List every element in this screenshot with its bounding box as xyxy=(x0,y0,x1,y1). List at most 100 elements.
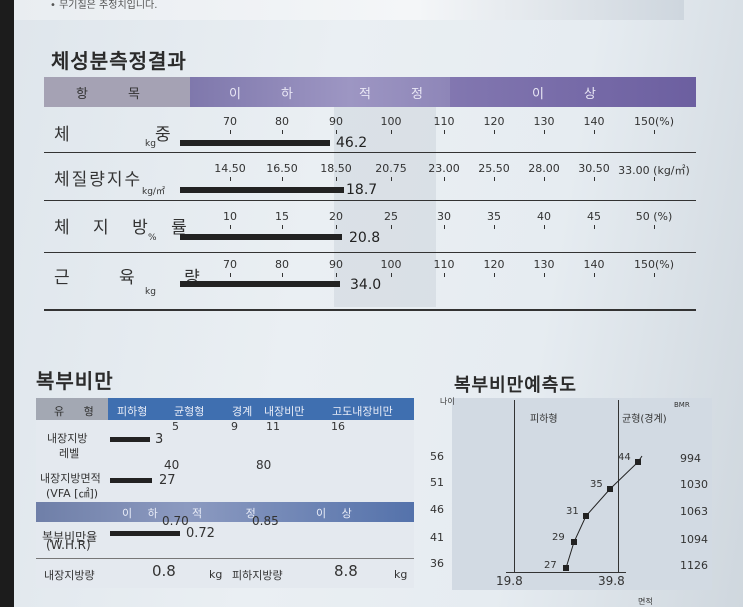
tick-label: 23.00 xyxy=(428,162,460,175)
tick-mark xyxy=(494,273,495,277)
level-tick-11: 11 xyxy=(266,420,280,433)
paper-sheet: • 무기질은 추정치입니다. 체성분측정결과 항 목 이 하 적 정 이 상 체… xyxy=(14,0,743,607)
band-low: 이 하 xyxy=(122,507,164,520)
tick-label: 120 xyxy=(483,115,505,128)
tick-mark xyxy=(282,273,283,277)
tick-label: 50 (%) xyxy=(635,210,673,223)
tick-mark xyxy=(594,177,595,181)
prediction-point xyxy=(583,513,589,519)
prediction-age-tick: 56 xyxy=(430,450,444,463)
tick-label: 140 xyxy=(583,258,605,271)
normal-zone-shade xyxy=(334,107,436,307)
prediction-x-right: 39.8 xyxy=(598,574,625,588)
prediction-right-line xyxy=(618,400,619,572)
tick-label: 100 xyxy=(380,258,402,271)
tick-mark xyxy=(494,225,495,229)
tick-mark xyxy=(544,273,545,277)
bar-bmi xyxy=(180,187,344,193)
whr-tick-070: 0.70 xyxy=(162,514,189,528)
abdominal-header-type-cell xyxy=(36,398,108,420)
abdominal-header-c3: 경계 xyxy=(232,405,253,418)
vfa-label-1: 내장지방면적 xyxy=(40,472,101,485)
row-unit-weight: kg xyxy=(145,139,156,149)
row-divider xyxy=(44,152,696,153)
tick-mark xyxy=(594,130,595,134)
tick-label: 140 xyxy=(583,115,605,128)
tick-label: 70 xyxy=(223,258,237,271)
section-title-abdominal: 복부비만 xyxy=(36,369,114,393)
value-vfa: 27 xyxy=(159,473,176,488)
prediction-point-label: 27 xyxy=(544,560,557,571)
prediction-x-label: 면적 xyxy=(638,597,653,606)
tick-label: 80 xyxy=(275,115,289,128)
body-comp-header: 항 목 이 하 적 정 이 상 xyxy=(44,77,696,107)
tick-mark xyxy=(336,130,337,134)
tick-mark xyxy=(444,130,445,134)
tick-mark xyxy=(544,225,545,229)
abdominal-header-c4: 내장비만 xyxy=(264,405,305,418)
tick-label: 10 xyxy=(223,210,237,223)
prediction-point-label: 44 xyxy=(618,452,631,463)
tick-mark xyxy=(391,130,392,134)
row-divider xyxy=(44,252,696,253)
prediction-age-tick: 51 xyxy=(430,476,444,489)
section-title-prediction: 복부비만예측도 xyxy=(454,375,577,396)
tick-label: 40 xyxy=(537,210,551,223)
tick-label: 14.50 xyxy=(214,162,246,175)
tick-mark xyxy=(444,273,445,277)
tick-mark xyxy=(544,177,545,181)
tick-label: 70 xyxy=(223,115,237,128)
row-label-weight: 체 중 xyxy=(54,125,211,145)
prediction-age-label: 나이 xyxy=(440,397,455,406)
vfa-tick-80: 80 xyxy=(256,458,272,472)
tick-mark xyxy=(444,177,445,181)
tick-label: 100 xyxy=(380,115,402,128)
tick-mark xyxy=(391,273,392,277)
row-divider xyxy=(44,200,696,201)
value-body-fat: 20.8 xyxy=(349,230,381,246)
prediction-point xyxy=(563,565,569,571)
header-low: 이 하 xyxy=(190,77,350,107)
whr-label-1: 복부비만율 xyxy=(42,530,98,544)
prediction-point xyxy=(571,539,577,545)
tick-mark xyxy=(654,130,655,134)
tick-mark xyxy=(230,273,231,277)
prediction-bmr-tick: 994 xyxy=(680,452,701,465)
tick-label: 80 xyxy=(275,258,289,271)
prediction-x-axis xyxy=(506,572,626,573)
prediction-left-line xyxy=(514,400,515,572)
subcut-amount-value: 8.8 xyxy=(334,562,358,580)
tick-label: 28.00 xyxy=(528,162,560,175)
abdominal-header-c5: 고도내장비만 xyxy=(332,405,393,418)
row-unit-bmi: kg/㎡ xyxy=(142,187,165,197)
row-unit-muscle: kg xyxy=(145,287,156,297)
prediction-bmr-tick: 1126 xyxy=(680,559,708,572)
tick-label: 150(%) xyxy=(633,115,675,128)
prediction-panel xyxy=(452,398,712,590)
tick-label: 110 xyxy=(433,115,455,128)
abdominal-header-type: 유 형 xyxy=(54,405,102,418)
prediction-point-label: 29 xyxy=(552,532,565,543)
tick-mark xyxy=(594,273,595,277)
subcut-amount-unit: kg xyxy=(394,568,408,581)
tick-label: 35 xyxy=(487,210,501,223)
tick-label: 120 xyxy=(483,258,505,271)
value-visceral-level: 3 xyxy=(155,432,164,447)
abdominal-range-band xyxy=(36,502,414,522)
tick-mark xyxy=(391,177,392,181)
abdominal-header-c1: 피하형 xyxy=(117,405,148,418)
abdominal-header xyxy=(36,398,414,420)
prediction-plot: 44 35 31 29 27 xyxy=(544,452,643,571)
tick-label: 20 xyxy=(329,210,343,223)
level-tick-16: 16 xyxy=(331,420,345,433)
tick-mark xyxy=(336,225,337,229)
tick-mark xyxy=(654,177,655,181)
vfa-tick-40: 40 xyxy=(164,458,180,472)
tick-mark xyxy=(230,225,231,229)
section-title-body-composition: 체성분측정결과 xyxy=(51,49,187,73)
tick-mark xyxy=(494,177,495,181)
bar-whr xyxy=(110,531,180,536)
prediction-bmr-label: BMR xyxy=(674,401,690,409)
bar-weight xyxy=(180,140,330,146)
prediction-age-tick: 46 xyxy=(430,503,444,516)
